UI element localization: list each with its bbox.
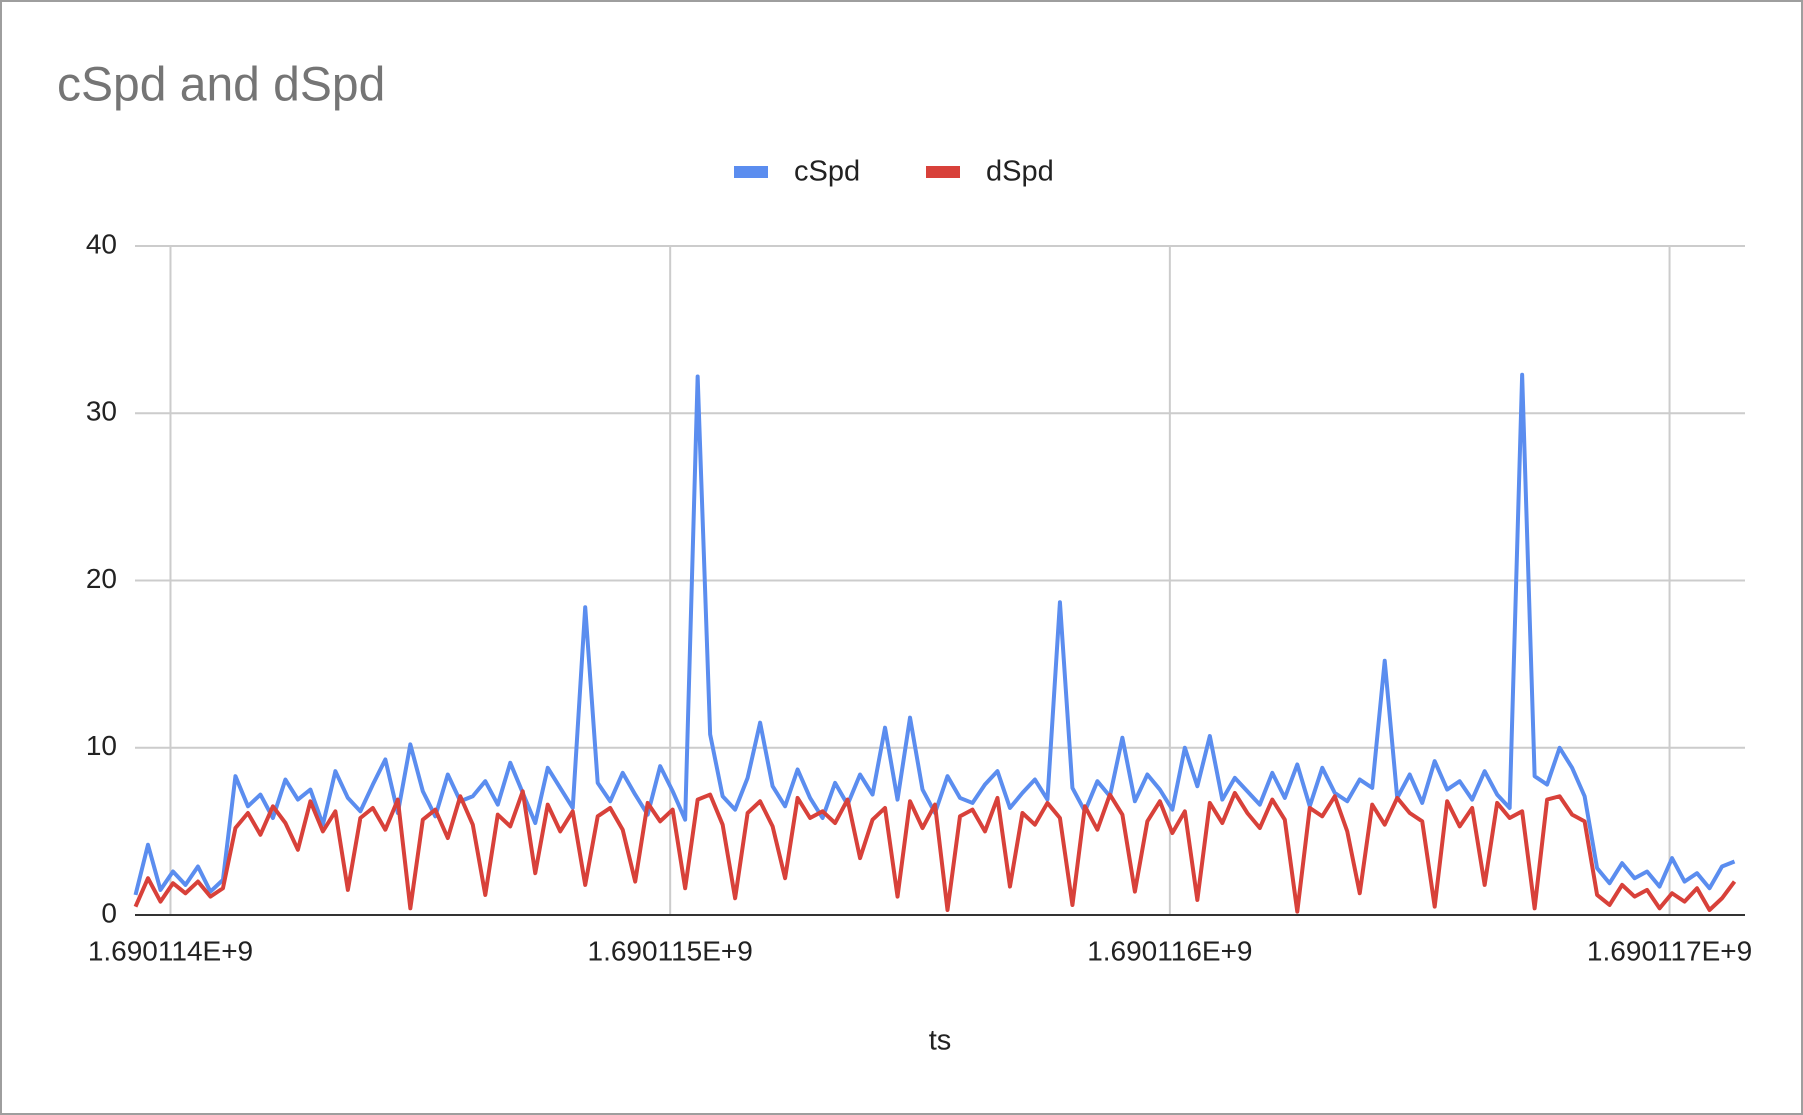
y-tick-label: 30 <box>86 396 117 427</box>
chart-title: cSpd and dSpd <box>57 59 385 112</box>
data-line <box>133 789 1737 914</box>
x-tick-label: 1.690115E+9 <box>588 935 753 966</box>
legend-label: dSpd <box>986 156 1054 188</box>
x-tick-label: 1.690116E+9 <box>1087 935 1252 966</box>
legend-swatch <box>926 166 960 178</box>
legend-swatch <box>734 166 768 178</box>
y-tick-label: 20 <box>86 563 117 594</box>
y-tick-label: 10 <box>86 730 117 761</box>
x-axis-title: ts <box>929 1025 952 1057</box>
y-tick-label: 40 <box>86 228 117 259</box>
legend-label: cSpd <box>794 156 860 188</box>
x-tick-label: 1.690117E+9 <box>1587 935 1752 966</box>
x-tick-label: 1.690114E+9 <box>88 935 253 966</box>
y-tick-label: 0 <box>101 897 117 928</box>
